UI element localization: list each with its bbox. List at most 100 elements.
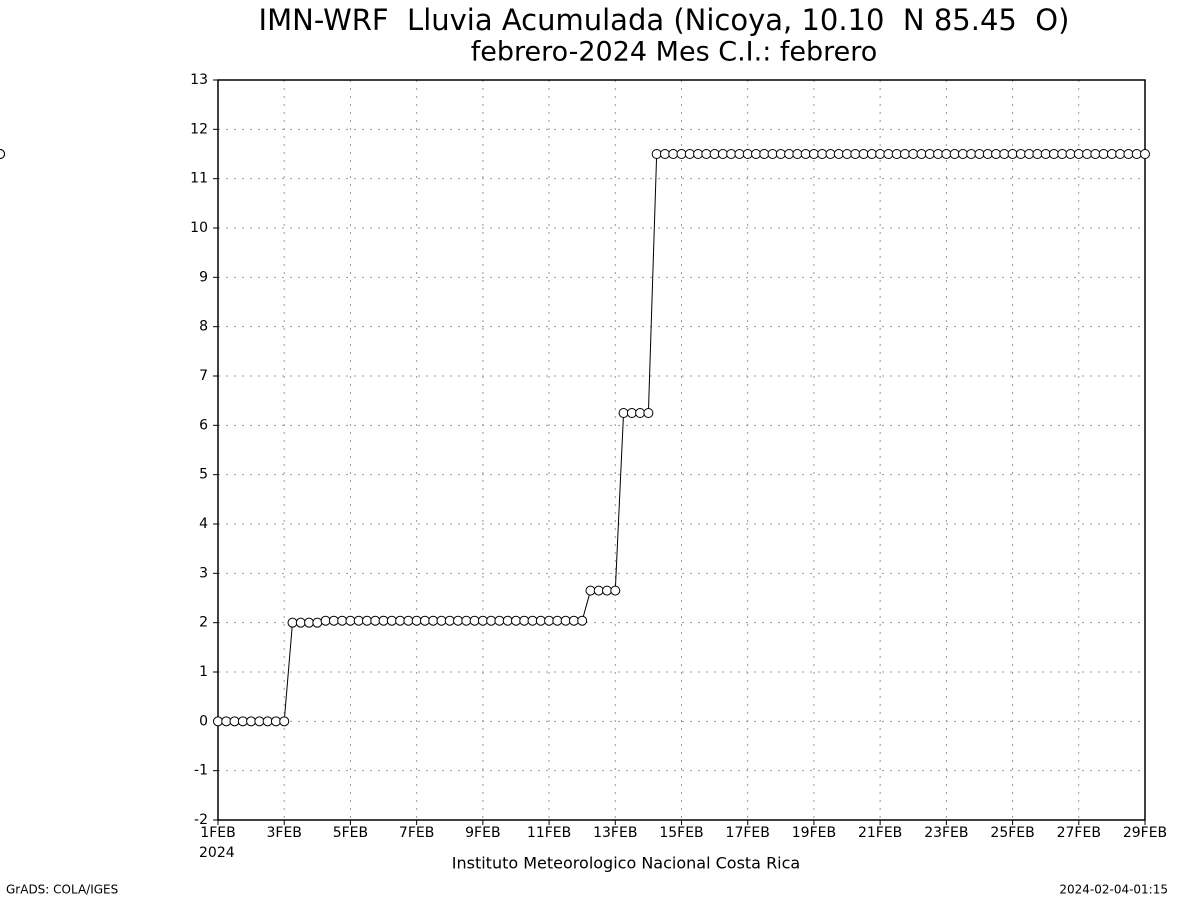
- point-marker: [419, 615, 430, 626]
- point-marker: [544, 615, 555, 626]
- point-marker: [693, 149, 704, 159]
- point-marker: [941, 149, 952, 159]
- chart-subtitle: febrero-2024 Mes C.I.: febrero: [471, 37, 878, 68]
- point-marker: [237, 716, 248, 727]
- point-marker: [866, 149, 877, 159]
- point-marker: [1048, 149, 1059, 159]
- point-marker: [808, 149, 819, 159]
- footer: Instituto Meteorologico Nacional Costa R…: [452, 854, 800, 873]
- y-tick-label: 3: [199, 565, 208, 581]
- point-marker: [370, 615, 381, 626]
- x-tick-label: 23FEB: [924, 825, 968, 841]
- point-marker: [1140, 149, 1150, 159]
- y-tick-label: 6: [199, 417, 208, 433]
- point-marker: [933, 149, 944, 159]
- point-marker: [1007, 149, 1018, 159]
- point-marker: [428, 615, 439, 626]
- y-tick-label: 5: [199, 467, 208, 483]
- point-marker: [899, 149, 910, 159]
- point-marker: [436, 615, 447, 626]
- point-marker: [287, 617, 298, 628]
- y-tick-label: -1: [194, 763, 208, 779]
- y-tick-label: 11: [190, 171, 208, 187]
- point-marker: [1106, 149, 1117, 159]
- point-marker: [651, 149, 662, 159]
- point-marker: [991, 149, 1002, 159]
- point-marker: [568, 615, 579, 626]
- point-marker: [1123, 149, 1134, 159]
- point-marker: [494, 615, 505, 626]
- point-marker: [684, 149, 695, 159]
- point-marker: [750, 149, 761, 159]
- point-marker: [957, 149, 968, 159]
- point-marker: [411, 615, 422, 626]
- point-marker: [502, 615, 513, 626]
- point-marker: [361, 615, 372, 626]
- point-marker: [784, 149, 795, 159]
- y-tick-label: -2: [194, 812, 208, 828]
- point-marker: [320, 615, 331, 626]
- point-marker: [891, 149, 902, 159]
- y-tick-label: 8: [199, 319, 208, 335]
- point-marker: [386, 615, 397, 626]
- x-tick-label: 15FEB: [659, 825, 703, 841]
- point-marker: [337, 615, 348, 626]
- point-marker: [469, 615, 480, 626]
- point-marker: [1040, 149, 1051, 159]
- point-marker: [577, 615, 588, 626]
- point-marker: [800, 149, 811, 159]
- point-marker: [1015, 149, 1026, 159]
- point-marker: [585, 585, 596, 596]
- point-marker: [916, 149, 927, 159]
- point-marker: [850, 149, 861, 159]
- point-marker: [0, 149, 5, 159]
- point-marker: [701, 149, 712, 159]
- x-tick-label: 19FEB: [792, 825, 836, 841]
- x-tick-label: 7FEB: [399, 825, 434, 841]
- y-tick-label: 9: [199, 269, 208, 285]
- point-marker: [560, 615, 571, 626]
- point-marker: [792, 149, 803, 159]
- point-marker: [378, 615, 389, 626]
- point-marker: [246, 716, 257, 727]
- point-marker: [254, 716, 265, 727]
- y-tick-label: 10: [190, 220, 208, 236]
- timestamp: 2024-02-04-01:15: [1059, 883, 1168, 897]
- point-marker: [221, 716, 232, 727]
- point-marker: [444, 615, 455, 626]
- point-marker: [858, 149, 869, 159]
- point-marker: [908, 149, 919, 159]
- x-tick-label: 25FEB: [990, 825, 1034, 841]
- point-marker: [966, 149, 977, 159]
- point-marker: [610, 585, 621, 596]
- point-marker: [767, 149, 778, 159]
- y-tick-label: 12: [190, 121, 208, 137]
- point-marker: [345, 615, 356, 626]
- point-marker: [759, 149, 770, 159]
- point-marker: [535, 615, 546, 626]
- point-marker: [403, 615, 414, 626]
- point-marker: [1115, 149, 1126, 159]
- chart-title: IMN-WRF Lluvia Acumulada (Nicoya, 10.10 …: [259, 3, 1070, 37]
- point-marker: [304, 617, 315, 628]
- point-marker: [1131, 149, 1142, 159]
- point-marker: [709, 149, 720, 159]
- point-marker: [676, 149, 687, 159]
- point-marker: [1082, 149, 1093, 159]
- plot-frame: [217, 79, 1146, 821]
- point-marker: [395, 615, 406, 626]
- x-sublabel: 2024: [199, 845, 235, 861]
- point-marker: [726, 149, 737, 159]
- point-marker: [659, 149, 670, 159]
- point-marker: [477, 615, 488, 626]
- point-marker: [295, 617, 306, 628]
- credit: GrADS: COLA/IGES: [6, 883, 118, 897]
- point-marker: [593, 585, 604, 596]
- x-tick-label: 11FEB: [527, 825, 571, 841]
- point-marker: [875, 149, 886, 159]
- point-marker: [883, 149, 894, 159]
- point-marker: [974, 149, 985, 159]
- point-marker: [328, 615, 339, 626]
